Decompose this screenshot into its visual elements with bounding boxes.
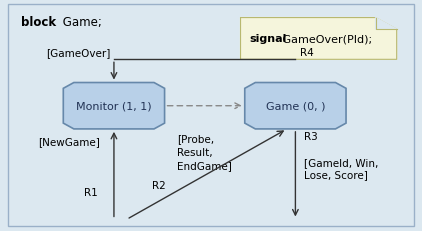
Polygon shape — [241, 18, 397, 60]
Polygon shape — [63, 83, 165, 129]
FancyBboxPatch shape — [8, 5, 414, 226]
Text: [NewGame]: [NewGame] — [38, 136, 100, 146]
Text: block: block — [21, 16, 56, 29]
Text: R2: R2 — [152, 180, 166, 190]
Text: signal: signal — [249, 34, 287, 44]
Text: Monitor (1, 1): Monitor (1, 1) — [76, 101, 152, 111]
Text: R3: R3 — [304, 132, 318, 142]
Text: GameOver(PId);: GameOver(PId); — [279, 34, 372, 44]
Text: Game;: Game; — [59, 16, 102, 29]
Text: R1: R1 — [84, 187, 98, 197]
Text: [Probe,
Result,
EndGame]: [Probe, Result, EndGame] — [177, 134, 232, 170]
Text: [GameId, Win,
Lose, Score]: [GameId, Win, Lose, Score] — [304, 157, 378, 179]
Polygon shape — [376, 18, 397, 30]
Polygon shape — [245, 83, 346, 129]
Text: [GameOver]: [GameOver] — [46, 48, 111, 58]
Text: Game (0, ): Game (0, ) — [266, 101, 325, 111]
Text: R4: R4 — [300, 48, 314, 58]
